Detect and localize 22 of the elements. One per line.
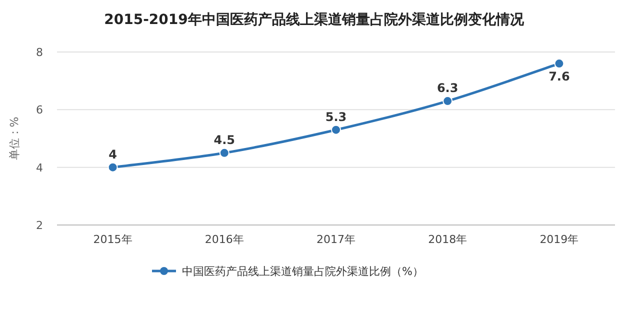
x-tick-label: 2015年 <box>93 233 132 246</box>
x-tick-label: 2017年 <box>316 233 356 246</box>
data-label: 4 <box>108 147 117 162</box>
y-axis-title: 单位：% <box>8 116 21 160</box>
y-tick-label: 4 <box>36 161 43 174</box>
point <box>554 58 564 69</box>
point <box>331 124 341 135</box>
y-tick-label: 6 <box>36 104 43 117</box>
point <box>219 148 230 158</box>
data-label: 4.5 <box>214 132 236 147</box>
x-tick-label: 2019年 <box>540 233 579 246</box>
y-tick-label: 8 <box>36 46 43 59</box>
point <box>108 162 118 172</box>
x-tick-label: 2016年 <box>204 233 244 246</box>
point <box>442 96 453 106</box>
data-label: 5.3 <box>325 110 347 124</box>
x-tick-label: 2018年 <box>428 233 468 246</box>
chart-title: 2015-2019年中国医药产品线上渠道销量占院外渠道比例变化情况 <box>104 11 525 28</box>
legend-label: 中国医药产品线上渠道销量占院外渠道比例（%） <box>182 265 424 278</box>
data-label: 7.6 <box>548 70 570 84</box>
y-tick-label: 2 <box>36 219 43 232</box>
data-label: 6.3 <box>436 81 458 96</box>
